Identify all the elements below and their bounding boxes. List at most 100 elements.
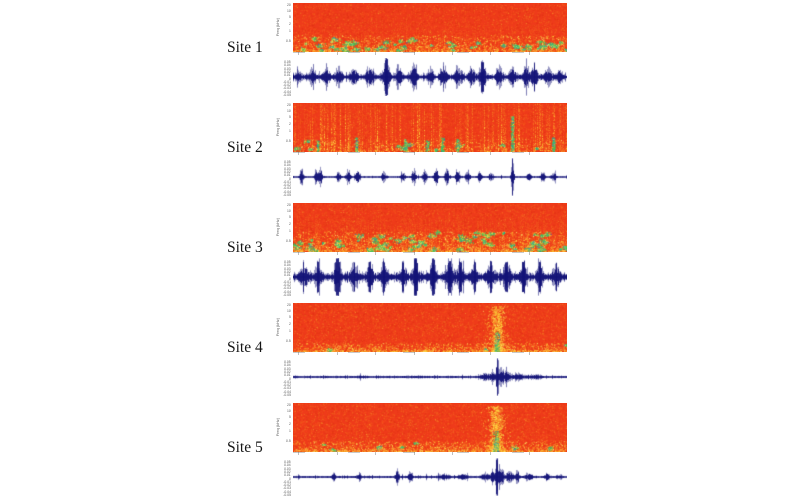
amplitude-axis-tick: 0.04: [284, 364, 291, 368]
amplitude-axis-tick: -0.04: [283, 290, 291, 294]
time-tick-label-smudge: [402, 452, 415, 453]
spectrogram-canvas-site-4: [293, 303, 567, 352]
freq-axis-ticks: 20 10 5 2 1 0.5: [266, 403, 292, 452]
amplitude-axis-ticks: 0.05 0.04 0.03 0.02 0.01 0 -0.01 -0.02 -0.03 -0.0…: [266, 258, 292, 297]
amplitude-axis-ticks: 0.05 0.04 0.03 0.02 0.01 0 -0.01 -0.02 -0.03 -0.0…: [266, 158, 292, 198]
amplitude-axis-tick: 0.01: [284, 274, 291, 278]
time-tick-mark: [336, 152, 338, 155]
site-row-5: Site 5 Freq (kHz) 20 10 5 2 1 0.5 0.05 0.04 0.03 0.…: [0, 400, 800, 500]
spectrogram-canvas-site-3: [293, 203, 567, 252]
site-label: Site 4: [227, 339, 263, 356]
time-tick-label-smudge: [347, 252, 360, 253]
amplitude-axis-tick: 0.05: [284, 60, 291, 65]
amplitude-axis-tick: 0.03: [284, 167, 291, 171]
time-tick-mark: [451, 252, 453, 255]
amplitude-axis-tick: -0.02: [283, 383, 291, 388]
time-tick-label-smudge: [512, 152, 525, 153]
time-tick-mark: [336, 352, 338, 355]
amplitude-axis-tick: 0.05: [284, 260, 291, 265]
freq-axis-tick: 0.5: [286, 440, 291, 444]
waveform-canvas-site-5: [293, 458, 567, 496]
time-tick-mark: [298, 152, 300, 155]
amplitude-axis-tick: 0.01: [284, 374, 291, 378]
spectrogram-panel: [293, 303, 567, 352]
time-tick-mark: [336, 252, 338, 255]
waveform-canvas-site-4: [293, 358, 567, 396]
time-tick-mark: [451, 452, 453, 455]
amplitude-axis-tick: -0.05: [283, 393, 291, 398]
waveform-panel: [293, 458, 567, 496]
freq-axis-tick: 5: [289, 15, 291, 19]
freq-axis-tick: 10: [287, 209, 291, 214]
freq-axis-tick: 2: [289, 322, 291, 326]
freq-axis-tick: 0.5: [286, 240, 291, 244]
amplitude-axis-ticks: 0.05 0.04 0.03 0.02 0.01 0 -0.01 -0.02 -0.03 -0.0…: [266, 358, 292, 398]
freq-axis-tick: 20: [287, 404, 291, 408]
time-tick-mark: [490, 152, 492, 155]
waveform-canvas-site-1: [293, 58, 567, 96]
time-tick-label-smudge: [293, 252, 305, 253]
time-tick-mark: [528, 252, 530, 255]
site-label: Site 3: [227, 239, 263, 256]
time-tick-mark: [528, 352, 530, 355]
freq-axis-tick: 20: [287, 304, 291, 308]
time-tick-mark: [298, 452, 300, 455]
amplitude-axis-tick: -0.01: [283, 180, 291, 184]
site-row-2: Site 2 Freq (kHz) 20 10 5 2 1 0.5 0.05 0.04 0.03 0.…: [0, 100, 800, 200]
spectrogram-canvas-site-1: [293, 3, 567, 52]
amplitude-axis-tick: 0.02: [284, 270, 291, 275]
amplitude-axis-tick: -0.05: [283, 193, 291, 198]
freq-axis-tick: 1: [289, 130, 291, 134]
time-tick-label-smudge: [457, 352, 470, 353]
freq-axis-tick: 0.5: [286, 40, 291, 44]
time-tick-mark: [528, 152, 530, 155]
waveform-panel: [293, 58, 567, 96]
waveform-panel: [293, 158, 567, 196]
amplitude-axis-tick: -0.03: [283, 387, 291, 391]
time-tick-mark: [490, 52, 492, 55]
time-tick-mark: [298, 252, 300, 255]
site-row-4: Site 4 Freq (kHz) 20 10 5 2 1 0.5 0.05 0.04 0.03 0.…: [0, 300, 800, 400]
freq-axis-ticks: 20 10 5 2 1 0.5: [266, 303, 292, 352]
time-tick-mark: [528, 52, 530, 55]
amplitude-axis-tick: 0.02: [284, 70, 291, 75]
amplitude-axis-tick: -0.03: [283, 187, 291, 191]
freq-axis-tick: 20: [287, 204, 291, 208]
amplitude-axis-tick: 0: [289, 377, 291, 381]
time-tick-mark: [451, 152, 453, 155]
amplitude-axis-ticks: 0.05 0.04 0.03 0.02 0.01 0 -0.01 -0.02 -0.03 -0.0…: [266, 458, 292, 497]
freq-axis-tick: 2: [289, 222, 291, 226]
time-tick-mark: [336, 52, 338, 55]
time-tick-mark: [375, 52, 377, 55]
amplitude-axis-tick: 0.04: [284, 64, 291, 68]
spectrogram-panel: [293, 3, 567, 52]
spectrogram-panel: [293, 203, 567, 252]
freq-axis-tick: 5: [289, 115, 291, 119]
freq-axis-tick: 1: [289, 430, 291, 434]
freq-axis-tick: 0.5: [286, 140, 291, 144]
time-tick-label-smudge: [293, 52, 305, 53]
time-tick-mark: [298, 352, 300, 355]
freq-axis-tick: 1: [289, 330, 291, 334]
time-tick-label-smudge: [293, 452, 305, 453]
amplitude-axis-tick: -0.02: [283, 283, 291, 288]
freq-axis-tick: 5: [289, 215, 291, 219]
freq-axis-tick: 2: [289, 422, 291, 426]
time-tick-label-smudge: [457, 52, 470, 53]
time-tick-mark: [490, 352, 492, 355]
freq-axis-tick: 10: [287, 409, 291, 414]
amplitude-axis-tick: 0.05: [284, 160, 291, 165]
time-tick-label-smudge: [293, 352, 305, 353]
freq-axis-tick: 0.5: [286, 340, 291, 344]
freq-axis-tick: 10: [287, 109, 291, 114]
time-tick-mark: [375, 152, 377, 155]
amplitude-axis-tick: -0.02: [283, 183, 291, 188]
amplitude-axis-tick: -0.04: [283, 390, 291, 394]
amplitude-axis-tick: 0.03: [284, 267, 291, 271]
amplitude-axis-tick: 0: [289, 277, 291, 281]
time-tick-label-smudge: [402, 152, 415, 153]
freq-axis-tick: 20: [287, 4, 291, 8]
amplitude-axis-ticks: 0.05 0.04 0.03 0.02 0.01 0 -0.01 -0.02 -0.03 -0.0…: [266, 58, 292, 97]
time-tick-mark: [375, 452, 377, 455]
freq-axis-ticks: 20 10 5 2 1 0.5: [266, 103, 292, 152]
